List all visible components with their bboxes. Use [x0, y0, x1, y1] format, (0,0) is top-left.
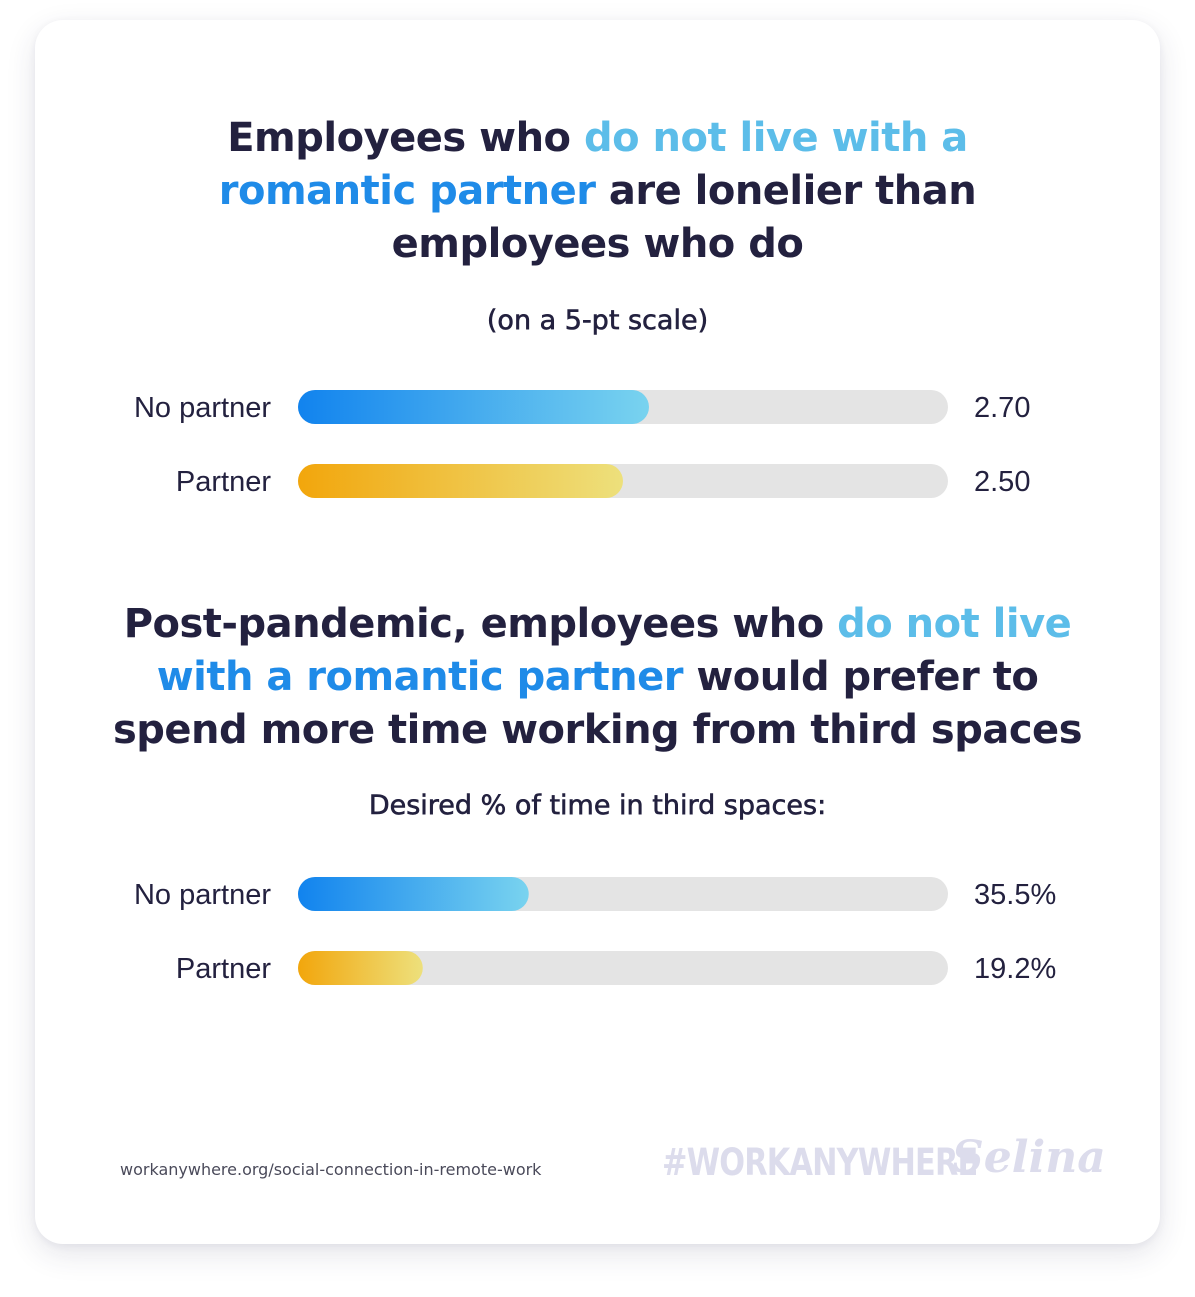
category-label: Partner [176, 466, 271, 498]
title-1-text: employees who do [391, 221, 804, 267]
title-2-highlight: with a romantic partner [156, 654, 684, 700]
value-label: 2.50 [974, 466, 1030, 498]
infographic-card [35, 20, 1160, 1244]
category-label: No partner [134, 392, 271, 424]
category-label: No partner [134, 879, 271, 911]
title-1-text: are lonelier than [595, 168, 977, 214]
title-1-highlight: romantic partner [218, 168, 596, 214]
bar-partner [298, 951, 423, 985]
chart-2-subtitle: Desired % of time in third spaces: [368, 790, 827, 822]
brand-logo: Selina [952, 1132, 1106, 1183]
value-label: 2.70 [974, 392, 1030, 424]
title-2-text: spend more time working from third space… [112, 707, 1083, 753]
bar-track [298, 951, 948, 985]
chart-1-subtitle: (on a 5-pt scale) [486, 305, 709, 337]
title-1-highlight: do not live with a [583, 115, 968, 161]
bar-partner [298, 464, 623, 498]
bar-no-partner [298, 877, 529, 911]
title-2-highlight: do not live [837, 601, 1072, 647]
value-label: 19.2% [974, 953, 1056, 985]
source-url: workanywhere.org/social-connection-in-re… [120, 1160, 542, 1179]
title-1-text: Employees who [227, 115, 584, 161]
chart-1-title: Employees who do not live with a romanti… [0, 112, 1195, 271]
category-label: Partner [176, 953, 271, 985]
title-2-text: Post-pandemic, employees who [123, 601, 838, 647]
title-2-text: would prefer to [682, 654, 1039, 700]
hashtag-logo: #WORKANYWHERE [662, 1141, 978, 1184]
chart-2-title: Post-pandemic, employees who do not live… [0, 598, 1195, 757]
value-label: 35.5% [974, 879, 1056, 911]
bar-no-partner [298, 390, 649, 424]
